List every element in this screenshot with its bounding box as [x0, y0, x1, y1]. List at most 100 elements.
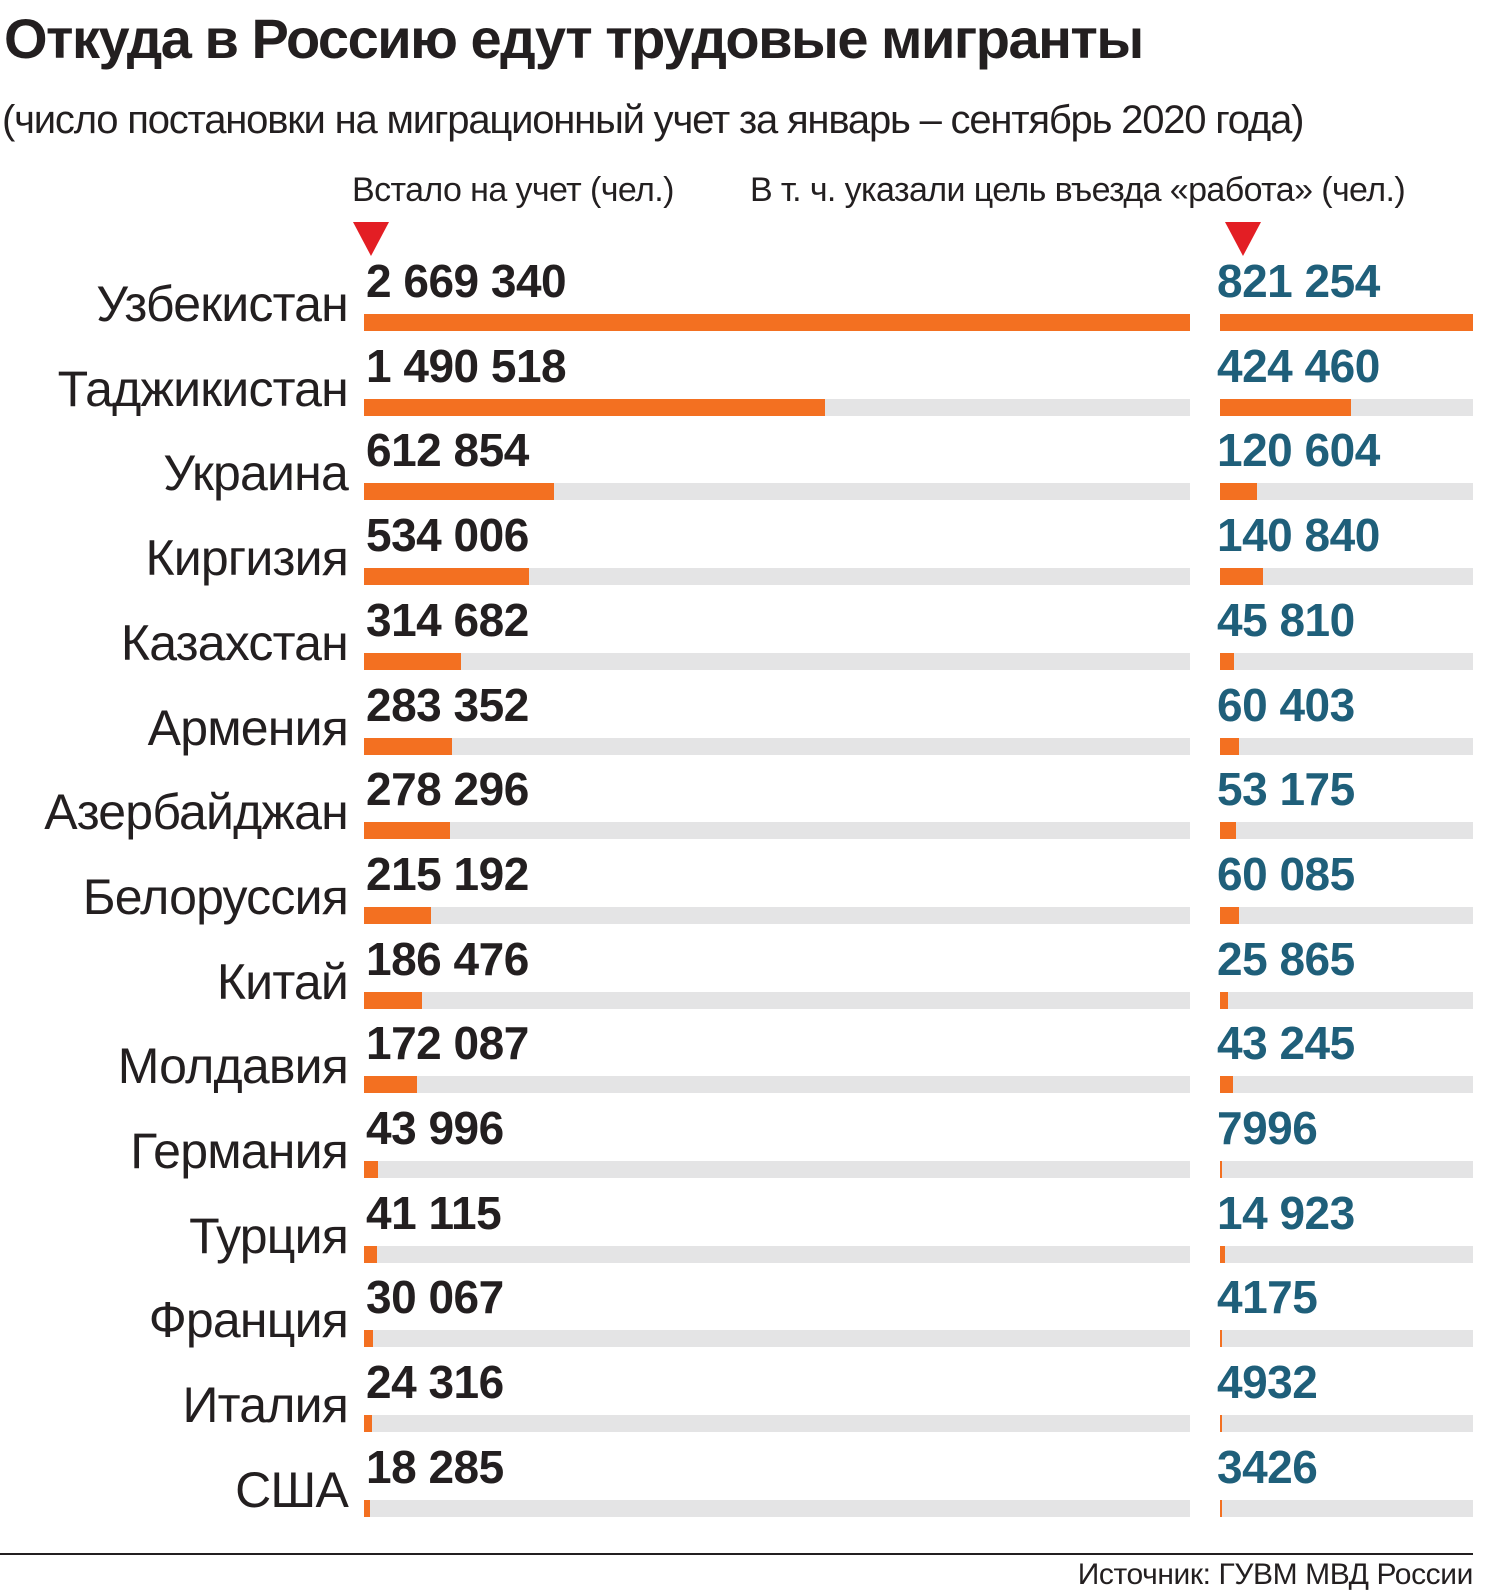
work-purpose-bar	[1220, 568, 1264, 586]
bar-row: Китай 186 476 25 865	[0, 932, 1500, 1018]
work-purpose-bar	[1220, 652, 1235, 670]
country-label: Киргизия	[145, 530, 348, 587]
work-purpose-bar-track	[1220, 398, 1473, 416]
work-purpose-bar-track	[1220, 1499, 1473, 1517]
bar-row: Казахстан 314 682 45 810	[0, 593, 1500, 679]
registered-value-label: 41 115	[366, 1186, 502, 1239]
work-purpose-bar-track	[1220, 1415, 1473, 1433]
registered-bar	[364, 906, 431, 924]
country-label: Армения	[147, 699, 349, 756]
work-purpose-bar-track	[1220, 1161, 1473, 1178]
registered-bar	[364, 1330, 374, 1348]
registered-bar	[364, 822, 451, 840]
work-purpose-bar	[1220, 314, 1473, 331]
registered-bar-track	[364, 314, 1190, 331]
registered-bar-track	[364, 991, 1190, 1009]
work-purpose-bar-track	[1220, 1245, 1473, 1263]
country-label: Таджикистан	[57, 360, 349, 417]
country-label: Украина	[163, 445, 349, 502]
registered-bar-track	[364, 1161, 1190, 1178]
bar-row: Украина 612 854 120 604	[0, 423, 1500, 509]
work-purpose-bar	[1220, 1415, 1222, 1433]
bar-row: США 18 285 3426	[0, 1440, 1500, 1526]
work-purpose-value-label: 4175	[1217, 1271, 1318, 1324]
work-purpose-bar	[1220, 483, 1258, 501]
country-label: Казахстан	[120, 614, 349, 671]
bar-rows: Узбекистан 2 669 340 821 254 Таджикистан 1 4…	[0, 254, 1500, 1526]
footer-divider	[0, 1553, 1473, 1555]
country-label: Азербайджан	[44, 784, 349, 841]
bar-row: Киргизия 534 006 140 840	[0, 508, 1500, 594]
work-purpose-value-label: 25 865	[1217, 932, 1355, 985]
bar-row: Молдавия 172 087 43 245	[0, 1016, 1500, 1102]
work-purpose-bar	[1220, 737, 1239, 755]
chart-subtitle: (число постановки на миграционный учет з…	[2, 98, 1304, 142]
work-purpose-value-label: 4932	[1217, 1356, 1318, 1409]
work-purpose-value-label: 140 840	[1217, 509, 1380, 562]
work-purpose-bar	[1220, 991, 1228, 1009]
registered-bar-track	[364, 1499, 1190, 1517]
bar-row: Армения 283 352 60 403	[0, 678, 1500, 764]
registered-bar	[364, 1499, 370, 1517]
registered-bar-track	[364, 652, 1190, 670]
work-purpose-bar	[1220, 906, 1239, 924]
bar-row: Франция 30 067 4175	[0, 1270, 1500, 1356]
bar-row: Германия 43 996 7996	[0, 1101, 1500, 1187]
registered-value-label: 30 067	[366, 1271, 504, 1324]
registered-value-label: 18 285	[366, 1440, 504, 1493]
work-purpose-bar-track	[1220, 737, 1473, 755]
registered-bar	[364, 1415, 372, 1433]
registered-bar	[364, 737, 452, 755]
registered-value-label: 186 476	[366, 932, 529, 985]
work-purpose-bar-track	[1220, 906, 1473, 924]
work-purpose-bar-track	[1220, 314, 1473, 331]
source-note: Источник: ГУВМ МВД России	[1077, 1558, 1474, 1591]
registered-bar	[364, 1076, 418, 1094]
country-label: Белоруссия	[82, 868, 349, 925]
country-label: Турция	[189, 1207, 349, 1264]
registered-bar-track	[364, 737, 1190, 755]
chart-title: Откуда в Россию едут трудовые мигранты	[4, 7, 1144, 70]
work-purpose-bar	[1220, 1245, 1225, 1263]
registered-value-label: 172 087	[366, 1017, 529, 1070]
bar-row: Турция 41 115 14 923	[0, 1186, 1500, 1272]
work-purpose-bar-track	[1220, 1330, 1473, 1348]
work-purpose-bar-track	[1220, 991, 1473, 1009]
registered-column-header: Встало на учет (чел.)	[352, 171, 674, 209]
registered-value-label: 215 192	[366, 847, 529, 900]
work-purpose-bar	[1220, 398, 1351, 416]
work-purpose-bar	[1220, 1499, 1222, 1517]
registered-value-label: 24 316	[366, 1356, 504, 1409]
bar-row: Италия 24 316 4932	[0, 1355, 1500, 1441]
registered-bar	[364, 1161, 378, 1178]
work-purpose-value-label: 43 245	[1217, 1017, 1355, 1070]
bar-row: Узбекистан 2 669 340 821 254	[0, 254, 1500, 340]
work-purpose-column-marker	[1225, 222, 1261, 256]
work-purpose-bar	[1220, 1330, 1222, 1348]
registered-bar	[364, 991, 422, 1009]
registered-value-label: 1 490 518	[366, 339, 567, 392]
work-purpose-bar-track	[1220, 1076, 1473, 1094]
work-purpose-value-label: 424 460	[1217, 339, 1380, 392]
registered-bar	[364, 314, 1190, 331]
registered-value-label: 314 682	[366, 593, 529, 646]
country-label: Германия	[130, 1123, 349, 1179]
registered-bar-track	[364, 906, 1190, 924]
country-label: США	[235, 1461, 349, 1518]
country-label: Молдавия	[117, 1038, 349, 1095]
country-label: Узбекистан	[96, 276, 349, 332]
work-purpose-bar	[1220, 1161, 1223, 1178]
registered-bar-track	[364, 483, 1190, 501]
registered-bar-track	[364, 1245, 1190, 1263]
work-purpose-bar-track	[1220, 822, 1473, 840]
registered-value-label: 612 854	[366, 424, 529, 477]
work-purpose-value-label: 60 403	[1217, 678, 1355, 731]
registered-bar-track	[364, 1330, 1190, 1348]
registered-bar	[364, 1245, 377, 1263]
registered-column-marker	[353, 222, 389, 256]
country-label: Франция	[148, 1292, 349, 1349]
work-purpose-bar	[1220, 1076, 1234, 1094]
country-label: Китай	[216, 953, 349, 1010]
bar-row: Таджикистан 1 490 518 424 460	[0, 339, 1500, 425]
registered-value-label: 278 296	[366, 763, 529, 816]
